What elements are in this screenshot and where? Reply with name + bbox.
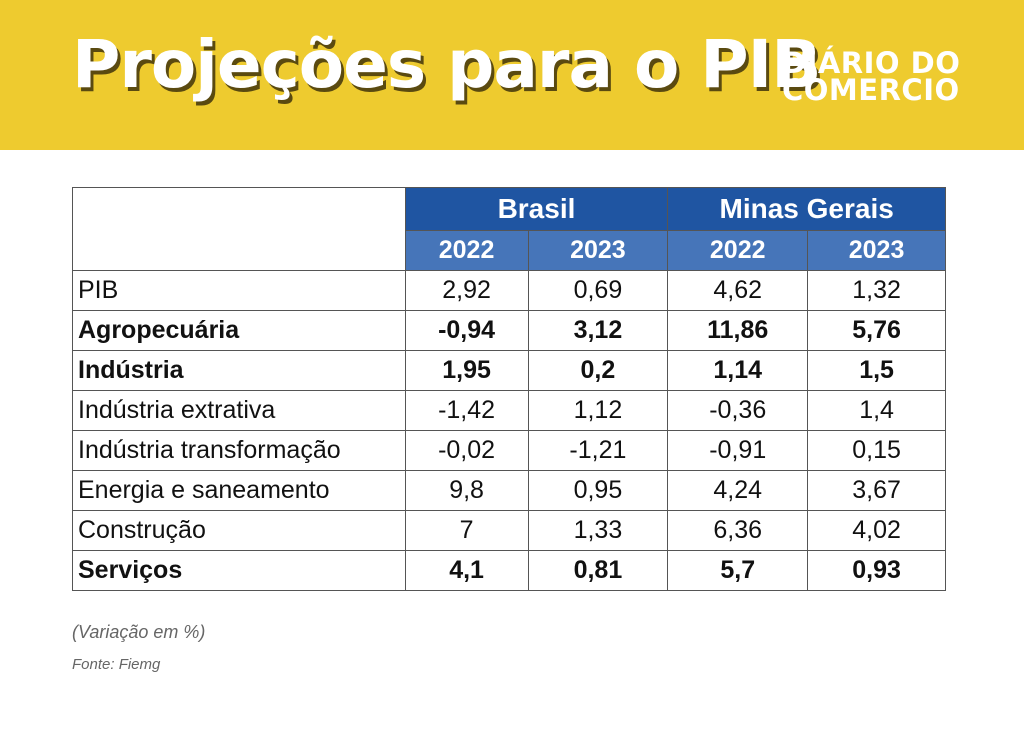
table-row: Indústria transformação -0,02 -1,21 -0,91 0,… (72, 430, 946, 471)
table-row: Energia e saneamento 9,8 0,95 4,24 3,67 (72, 470, 946, 511)
value-cell: 3,12 (527, 310, 669, 351)
row-label: Indústria transformação (72, 430, 406, 471)
value-cell: -1,21 (527, 430, 669, 471)
row-label: Indústria (72, 350, 406, 391)
header-banner: Projeções para o PIB DIÁRIO DO COMERCIO (0, 0, 1024, 150)
value-cell: 1,33 (527, 510, 669, 551)
value-cell: 0,93 (807, 550, 946, 591)
value-cell: 1,32 (807, 270, 946, 311)
row-label: Serviços (72, 550, 406, 591)
table-row: PIB 2,92 0,69 4,62 1,32 (72, 270, 946, 311)
value-cell: 1,12 (527, 390, 669, 431)
value-cell: -0,02 (404, 430, 529, 471)
table-row: Agropecuária -0,94 3,12 11,86 5,76 (72, 310, 946, 351)
row-label: PIB (72, 270, 406, 311)
table-row: Indústria extrativa -1,42 1,12 -0,36 1,4 (72, 390, 946, 431)
row-label: Indústria extrativa (72, 390, 406, 431)
value-cell: -0,91 (667, 430, 809, 471)
value-cell: 2,92 (404, 270, 529, 311)
value-cell: 1,14 (667, 350, 809, 391)
value-cell: 0,15 (807, 430, 946, 471)
value-cell: -1,42 (404, 390, 529, 431)
value-cell: 0,81 (527, 550, 669, 591)
value-cell: 5,7 (667, 550, 809, 591)
year-header: 2022 (667, 230, 809, 271)
value-cell: 1,95 (404, 350, 529, 391)
page-title: Projeções para o PIB (72, 26, 822, 103)
value-cell: 1,5 (807, 350, 946, 391)
row-label: Energia e saneamento (72, 470, 406, 511)
value-cell: 1,4 (807, 390, 946, 431)
year-header: 2023 (527, 230, 669, 271)
group-header-brasil: Brasil (404, 187, 669, 231)
value-cell: -0,36 (667, 390, 809, 431)
value-cell: 0,95 (527, 470, 669, 511)
row-label: Agropecuária (72, 310, 406, 351)
value-cell: -0,94 (404, 310, 529, 351)
value-cell: 5,76 (807, 310, 946, 351)
year-header: 2023 (807, 230, 946, 271)
logo-line-2: COMERCIO (782, 73, 960, 107)
value-cell: 7 (404, 510, 529, 551)
value-cell: 0,2 (527, 350, 669, 391)
value-cell: 4,24 (667, 470, 809, 511)
year-header: 2022 (404, 230, 529, 271)
group-header-minas-gerais: Minas Gerais (667, 187, 946, 231)
value-cell: 3,67 (807, 470, 946, 511)
corner-cell (72, 187, 406, 271)
value-cell: 4,1 (404, 550, 529, 591)
logo: DIÁRIO DO COMERCIO (782, 46, 961, 107)
value-cell: 6,36 (667, 510, 809, 551)
table-row: Indústria 1,95 0,2 1,14 1,5 (72, 350, 946, 391)
value-cell: 11,86 (667, 310, 809, 351)
table-row: Serviços 4,1 0,81 5,7 0,93 (72, 550, 946, 591)
source-note: Fonte: Fiemg (72, 656, 161, 673)
unit-note: (Variação em %) (72, 622, 206, 642)
row-label: Construção (72, 510, 406, 551)
logo-line-1: DIÁRIO DO (782, 46, 961, 80)
value-cell: 4,62 (667, 270, 809, 311)
value-cell: 0,69 (527, 270, 669, 311)
value-cell: 9,8 (404, 470, 529, 511)
value-cell: 4,02 (807, 510, 946, 551)
table-row: Construção 7 1,33 6,36 4,02 (72, 510, 946, 551)
data-table: Brasil Minas Gerais 2022 2023 2022 2023 … (72, 187, 946, 591)
